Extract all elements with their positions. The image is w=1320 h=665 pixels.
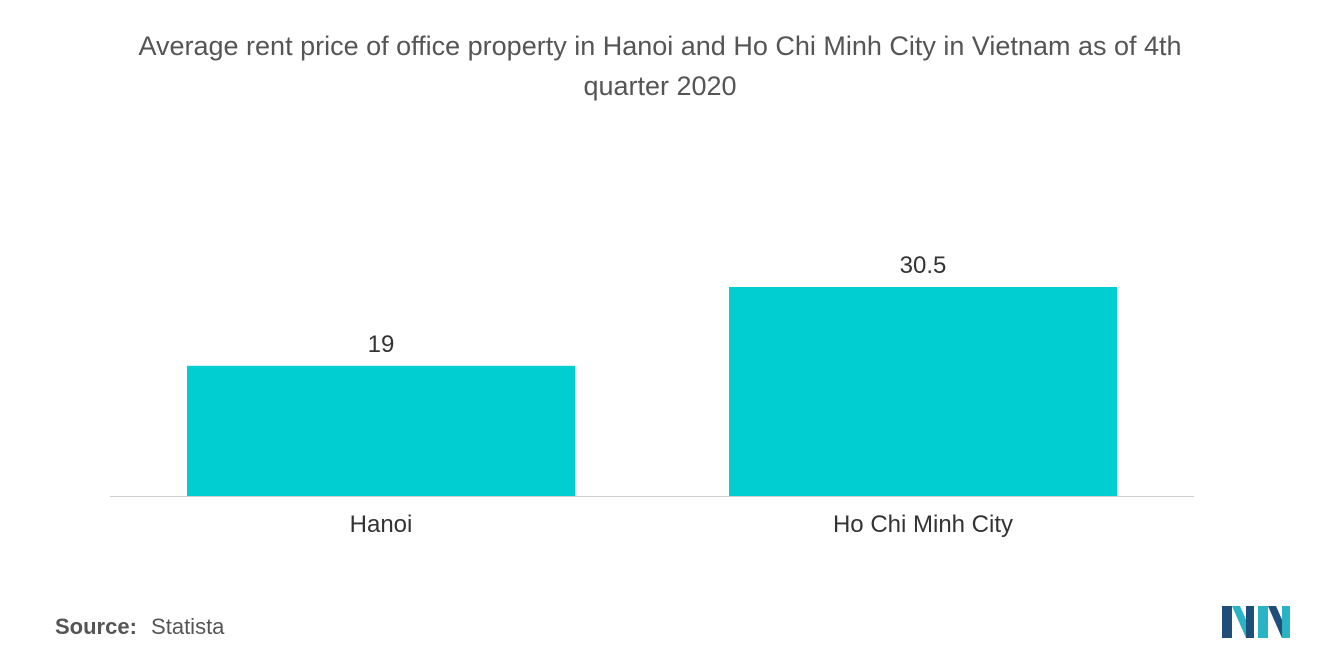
x-tick-label: Ho Chi Minh City bbox=[833, 511, 1013, 538]
data-label: 30.5 bbox=[900, 252, 947, 279]
logo-shape-4 bbox=[1258, 606, 1268, 638]
chart-title-line-2: quarter 2020 bbox=[583, 71, 737, 101]
source-note: Source: Statista bbox=[55, 614, 224, 640]
logo-shape-6 bbox=[1282, 606, 1290, 638]
data-label: 19 bbox=[368, 331, 395, 358]
mordor-logo-icon bbox=[1222, 606, 1290, 638]
source-label: Source: bbox=[55, 614, 137, 639]
bar bbox=[729, 287, 1117, 496]
chart-title-line-1: Average rent price of office property in… bbox=[138, 31, 1182, 61]
chart-title: Average rent price of office property in… bbox=[0, 26, 1320, 106]
bar bbox=[187, 365, 575, 496]
source-value: Statista bbox=[151, 614, 225, 639]
logo-shape-1 bbox=[1222, 606, 1232, 638]
logo-shape-3 bbox=[1246, 606, 1254, 638]
x-tick-label: Hanoi bbox=[350, 511, 413, 538]
